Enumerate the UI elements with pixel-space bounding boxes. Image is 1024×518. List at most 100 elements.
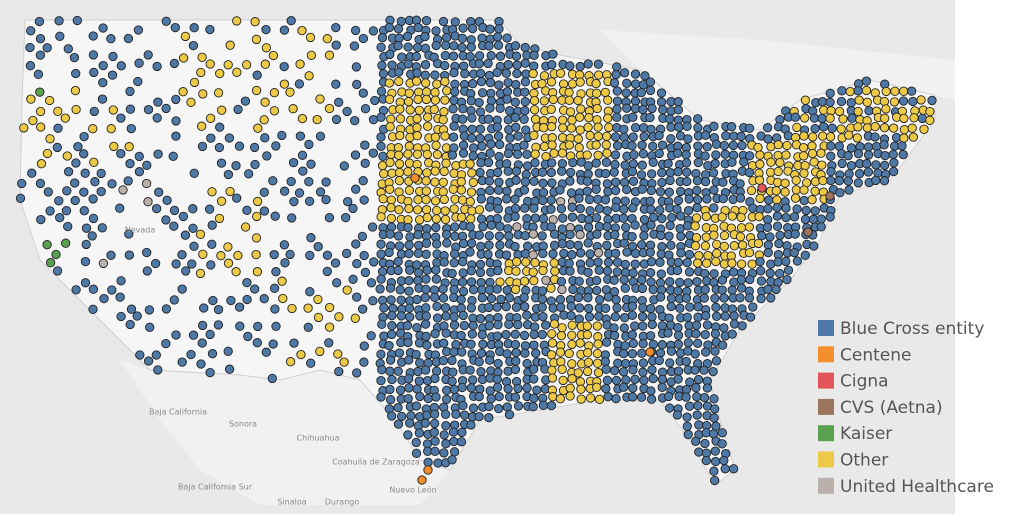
- county-dot: [603, 187, 613, 197]
- county-dot: [510, 241, 520, 252]
- county-dot: [206, 133, 216, 143]
- county-dot: [510, 194, 520, 204]
- county-dot: [467, 23, 478, 34]
- county-dot: [342, 106, 352, 117]
- county-dot: [573, 292, 584, 303]
- county-dot: [467, 206, 477, 216]
- county-dot: [510, 329, 520, 339]
- county-dot: [676, 248, 686, 258]
- county-dot: [279, 240, 290, 250]
- county-dot: [403, 393, 413, 404]
- county-dot: [339, 357, 349, 367]
- county-dot: [169, 205, 180, 216]
- county-dot: [861, 76, 872, 86]
- county-dot: [690, 241, 701, 251]
- county-dot: [603, 95, 613, 105]
- county-dot: [709, 185, 719, 195]
- county-dot: [492, 331, 503, 341]
- county-dot: [594, 394, 605, 404]
- county-dot: [899, 113, 909, 124]
- county-dot: [213, 304, 224, 315]
- county-dot: [125, 86, 135, 97]
- county-dot: [592, 358, 603, 368]
- map-label: Coahuila de Zaragoza: [332, 458, 420, 467]
- county-dot: [395, 114, 406, 124]
- county-dot: [816, 148, 826, 158]
- county-dot: [494, 391, 504, 402]
- county-dot: [484, 176, 495, 186]
- county-dot: [457, 114, 468, 124]
- county-dot: [618, 348, 629, 359]
- county-dot: [289, 338, 299, 348]
- county-dot: [457, 195, 468, 205]
- county-dot: [737, 240, 748, 250]
- county-dot: [385, 184, 395, 194]
- county-dot: [682, 421, 692, 431]
- county-dot: [546, 167, 556, 178]
- county-dot: [593, 367, 604, 378]
- county-dot: [630, 220, 640, 230]
- county-dot: [711, 356, 722, 366]
- county-dot: [781, 212, 791, 223]
- county-dot: [431, 392, 441, 402]
- county-dot: [467, 168, 477, 178]
- county-dot: [548, 49, 558, 59]
- county-dot: [244, 169, 254, 179]
- county-dot: [161, 215, 171, 225]
- county-dot: [837, 158, 847, 169]
- county-dot: [683, 429, 693, 440]
- county-dot: [36, 159, 47, 169]
- county-dot: [529, 276, 539, 286]
- county-dot: [602, 179, 613, 189]
- county-dot: [537, 294, 548, 304]
- county-dot: [826, 175, 836, 186]
- county-dot: [647, 365, 657, 375]
- county-dot: [118, 185, 128, 195]
- county-dot: [655, 205, 665, 215]
- county-dot: [279, 61, 289, 72]
- county-dot: [457, 42, 467, 53]
- county-dot: [261, 43, 272, 53]
- county-dot: [494, 231, 505, 241]
- county-dot: [87, 231, 97, 241]
- county-dot: [684, 267, 695, 277]
- county-dot: [735, 232, 746, 242]
- county-dot: [251, 34, 262, 45]
- county-dot: [729, 319, 740, 329]
- county-dot: [171, 131, 181, 141]
- county-dot: [294, 188, 305, 198]
- county-dot: [79, 131, 89, 142]
- county-dot: [484, 240, 494, 250]
- county-dot: [161, 16, 171, 26]
- county-dot: [510, 364, 521, 375]
- county-dot: [908, 96, 918, 107]
- county-dot: [458, 257, 468, 267]
- county-dot: [576, 104, 586, 114]
- county-dot: [431, 140, 441, 151]
- county-dot: [556, 302, 566, 312]
- county-dot: [297, 113, 308, 124]
- county-dot: [79, 206, 89, 216]
- county-dot: [438, 16, 449, 27]
- legend-swatch: [818, 320, 834, 336]
- county-dot: [801, 205, 811, 216]
- county-dot: [836, 96, 847, 107]
- county-dot: [645, 247, 655, 257]
- county-dot: [556, 276, 567, 287]
- county-dot: [539, 96, 549, 106]
- county-dot: [789, 247, 799, 258]
- county-dot: [285, 357, 296, 367]
- county-dot: [863, 167, 874, 177]
- county-dot: [492, 213, 502, 224]
- county-dot: [627, 330, 637, 340]
- county-dot: [627, 232, 637, 242]
- county-dot: [313, 241, 323, 252]
- county-dot: [665, 114, 675, 124]
- county-dot: [19, 123, 29, 133]
- county-dot: [825, 97, 835, 107]
- county-dot: [251, 233, 262, 243]
- county-dot: [405, 265, 415, 275]
- county-dot: [439, 194, 449, 205]
- county-dot: [61, 206, 72, 216]
- county-dot: [465, 222, 475, 232]
